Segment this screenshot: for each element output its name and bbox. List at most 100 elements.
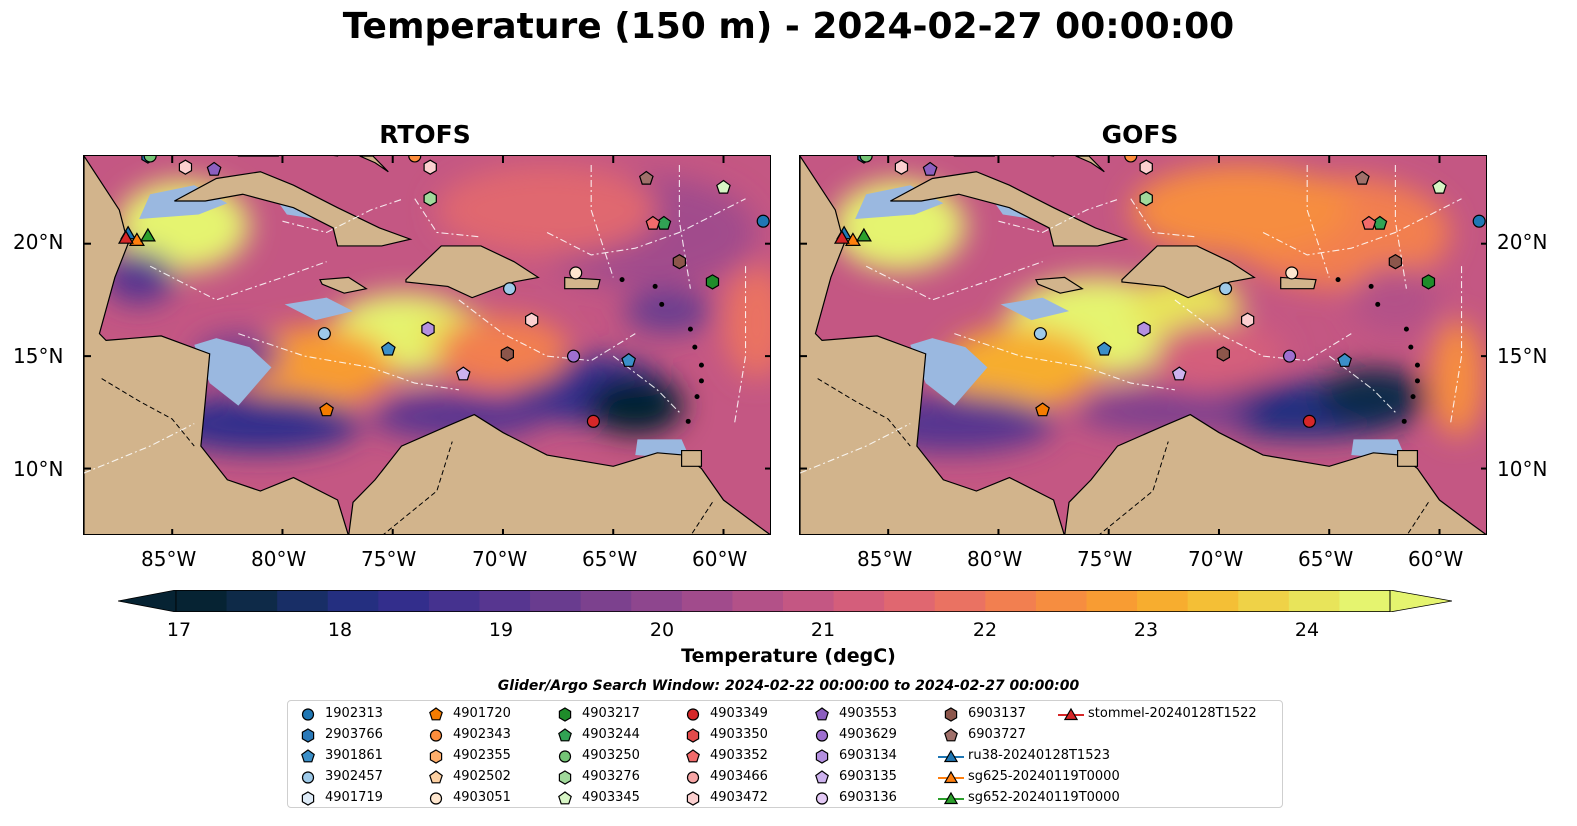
eez-boundary — [546, 198, 746, 256]
argo-float-6903727 — [1354, 170, 1370, 185]
temperature-patch — [1130, 164, 1352, 255]
colorbar-tick-label: 24 — [1294, 619, 1320, 641]
legend-marker-icon — [429, 729, 443, 742]
colorbar-segment — [1187, 590, 1239, 612]
legend-symbol — [686, 708, 700, 721]
shallow-shelf — [910, 338, 988, 406]
landmass-bahamas2 — [359, 156, 389, 173]
legend-marker-icon — [558, 770, 572, 785]
legend-label: 3901861 — [325, 748, 383, 763]
lon-tick-label: 80°W — [967, 547, 1023, 571]
lon-tick-label: 85°W — [857, 547, 913, 571]
legend-marker-icon — [429, 792, 443, 805]
colorbar-tick-label: 17 — [166, 619, 192, 641]
colorbar-label: Temperature (degC) — [681, 645, 896, 667]
colorbar-extend-high — [1389, 589, 1453, 613]
argo-float-4903051 — [569, 266, 583, 280]
argo-float-4903472 — [1241, 312, 1255, 328]
eez-boundary — [678, 164, 691, 289]
landmass-cuba — [890, 171, 1129, 247]
lon-tick-label: 65°W — [582, 547, 638, 571]
temperature-patch — [1430, 320, 1484, 438]
argo-float-4903051 — [1285, 266, 1299, 280]
legend-label: 4903217 — [582, 706, 640, 721]
legend-marker-icon — [301, 708, 315, 721]
glider-sg625-20240119T0000 — [128, 232, 145, 247]
eez-boundary — [800, 423, 911, 474]
landmass-jamaica — [1035, 276, 1084, 294]
shallow-shelf — [284, 297, 354, 321]
lat-tick-label: 10°N — [1497, 457, 1548, 481]
legend-label: sg625-20240119T0000 — [968, 769, 1120, 784]
argo-float-3902457 — [317, 327, 331, 341]
argo-float-4903472 — [1139, 159, 1153, 175]
lon-tick-label: 75°W — [361, 547, 417, 571]
island — [692, 344, 698, 350]
colorbar-tick-label: 22 — [972, 619, 998, 641]
argo-float-4903629 — [566, 349, 581, 363]
argo-float-4903349 — [586, 414, 600, 428]
colorbar-segment — [833, 590, 885, 612]
temperature-patch — [103, 250, 175, 305]
landmass-cuba — [174, 171, 413, 247]
glider-stommel-20240128T1522 — [117, 229, 134, 244]
map-svg — [84, 156, 770, 534]
island — [659, 301, 665, 307]
legend-symbol — [558, 791, 572, 805]
argo-float-6903135 — [1171, 366, 1187, 381]
legend-marker-icon — [301, 771, 315, 784]
legend-marker-icon — [815, 770, 829, 784]
legend-marker-icon — [944, 707, 958, 722]
argo-float-4903345 — [716, 179, 731, 194]
legend-symbol — [301, 708, 315, 721]
argo-float-4901720 — [1035, 402, 1050, 417]
map-svg — [800, 156, 1486, 534]
legend-label: 4903553 — [839, 706, 897, 721]
shallow-shelf — [1000, 297, 1070, 321]
colorbar-frame — [175, 590, 1391, 612]
legend: 1902313 2903766 3901861 3902457 4901719 49017… — [287, 700, 1283, 808]
argo-float-3901861 — [1337, 352, 1353, 367]
legend-label: 4901719 — [325, 790, 383, 805]
colorbar-segment — [378, 590, 430, 612]
eez-boundary — [1306, 164, 1330, 278]
legend-symbol — [429, 729, 443, 742]
landmass-puertorico — [1280, 276, 1317, 290]
country-border — [1407, 501, 1429, 534]
island — [1335, 277, 1341, 283]
legend-symbol — [301, 771, 315, 784]
island — [619, 277, 625, 283]
colorbar-segment — [1086, 590, 1138, 612]
legend-marker-icon — [429, 749, 443, 764]
island — [1414, 362, 1420, 368]
argo-float-6903727 — [638, 170, 654, 185]
legend-marker-icon — [558, 791, 572, 805]
colorbar-segment — [985, 590, 1037, 612]
lon-tick-label: 80°W — [251, 547, 307, 571]
colorbar-tick-label: 23 — [1133, 619, 1159, 641]
legend-label: 6903136 — [839, 790, 897, 805]
glider-stommel-20240128T1522 — [833, 229, 850, 244]
argo-float-3902457 — [503, 282, 517, 296]
eez-boundary — [1174, 299, 1352, 362]
legend-label: 6903727 — [968, 727, 1026, 742]
legend-symbol — [429, 707, 443, 721]
legend-marker-icon — [301, 749, 315, 763]
legend-label: ru38-20240128T1523 — [968, 748, 1111, 763]
legend-symbol — [815, 729, 829, 742]
colorbar-segment — [327, 590, 379, 612]
glider-sg652-20240119T0000 — [139, 227, 156, 242]
temperature-patch — [436, 164, 658, 255]
argo-float-6903135 — [455, 366, 471, 381]
legend-label: 4903051 — [453, 790, 511, 805]
argo-float-6903137 — [1388, 254, 1403, 270]
temperature-patch — [370, 394, 548, 440]
colorbar-segment — [783, 590, 835, 612]
legend-label: sg652-20240119T0000 — [968, 790, 1120, 805]
argo-float-4903472 — [423, 159, 437, 175]
argo-float-4903472 — [525, 312, 539, 328]
colorbar-segment — [1288, 590, 1340, 612]
legend-symbol — [686, 791, 700, 806]
eez-boundary — [282, 198, 404, 234]
panel-title-rtofs: RTOFS — [379, 120, 471, 149]
